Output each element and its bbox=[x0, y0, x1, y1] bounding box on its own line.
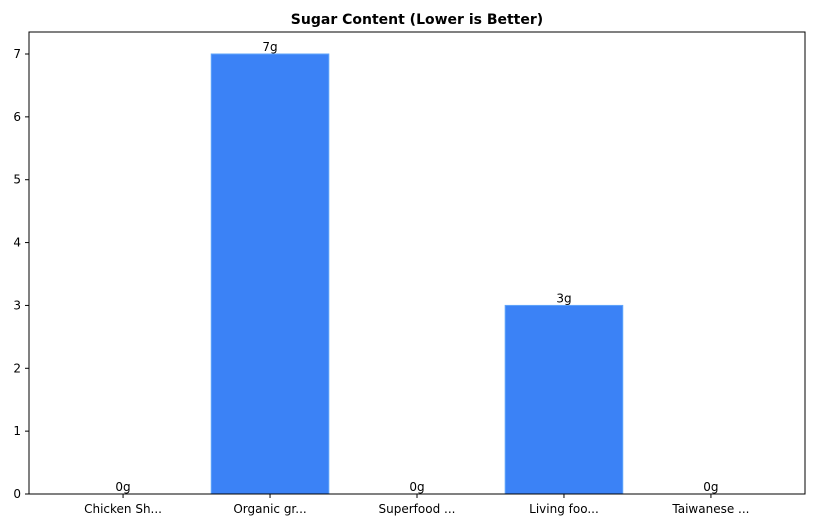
x-tick-label: Chicken Sh... bbox=[84, 502, 162, 516]
x-tick-label: Superfood ... bbox=[379, 502, 456, 516]
x-tick-label: Taiwanese ... bbox=[671, 502, 749, 516]
data-label: 0g bbox=[409, 480, 424, 494]
bar bbox=[210, 53, 330, 495]
y-tick-label: 4 bbox=[13, 236, 21, 250]
chart-title: Sugar Content (Lower is Better) bbox=[291, 12, 543, 28]
x-tick-label: Organic gr... bbox=[233, 502, 306, 516]
data-label: 3g bbox=[556, 291, 571, 305]
x-tick-label: Living foo... bbox=[529, 502, 599, 516]
data-label: 7g bbox=[262, 40, 277, 54]
bar bbox=[504, 304, 624, 495]
axes-frame bbox=[28, 31, 806, 495]
y-tick-label: 2 bbox=[13, 361, 21, 375]
y-tick-label: 1 bbox=[13, 424, 21, 438]
y-tick-label: 7 bbox=[13, 47, 21, 61]
y-tick-label: 6 bbox=[13, 110, 21, 124]
y-tick-label: 3 bbox=[13, 298, 21, 312]
data-label: 0g bbox=[703, 480, 718, 494]
y-tick-label: 5 bbox=[13, 173, 21, 187]
data-label: 0g bbox=[115, 480, 130, 494]
y-tick-label: 0 bbox=[13, 487, 21, 501]
